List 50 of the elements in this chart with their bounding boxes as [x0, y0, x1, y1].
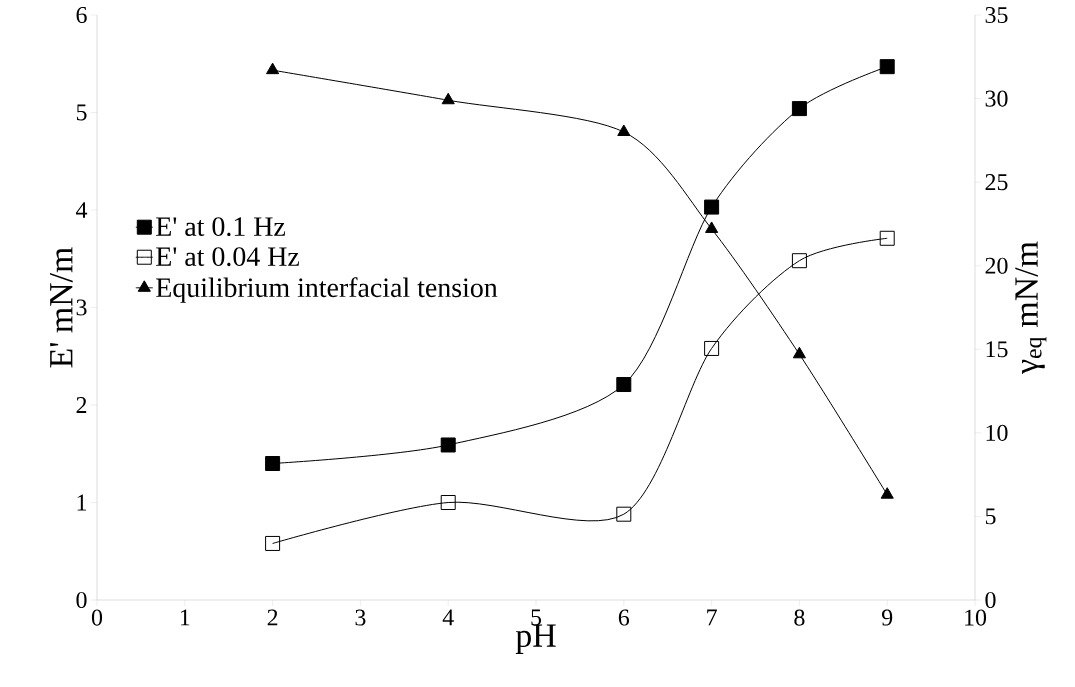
- legend-label: Equilibrium interfacial tension: [156, 277, 498, 303]
- point: [265, 535, 281, 551]
- x-tick-label: 0: [91, 609, 103, 626]
- point: [791, 101, 807, 117]
- point: [792, 346, 806, 359]
- x-tick-label: 4: [442, 609, 454, 626]
- y2-tick-label: 25: [985, 174, 1008, 191]
- legend-label: E' at 0.1 Hz: [156, 217, 286, 237]
- x-tick-label: 2: [267, 609, 278, 626]
- y2-tick-label: 5: [985, 508, 996, 525]
- point: [704, 199, 720, 215]
- point: [879, 230, 895, 246]
- x-tick-label: 1: [180, 609, 190, 626]
- y2-tick-label: 0: [985, 591, 996, 609]
- y2-tick-label: 35: [985, 6, 1008, 24]
- point: [441, 92, 455, 105]
- point: [265, 456, 281, 471]
- point: [705, 221, 719, 233]
- y2-tick-label: 15: [986, 341, 1008, 358]
- y-tick-label: 5: [76, 104, 87, 121]
- x-tick-label: 8: [794, 609, 805, 626]
- legend-label: E' at 0.04 Hz: [156, 247, 299, 267]
- point: [879, 59, 895, 75]
- x-axis-title: pH: [515, 624, 556, 654]
- x-tick-label: 5: [531, 609, 542, 626]
- y-tick-label: 6: [76, 6, 87, 24]
- x-tick-label: 7: [707, 609, 717, 626]
- y2-tick-label: 30: [985, 90, 1008, 107]
- x-tick-label: 6: [618, 609, 630, 626]
- point: [440, 437, 456, 453]
- point: [616, 377, 632, 393]
- y-tick-label: 4: [76, 202, 88, 218]
- x-tick-label: 9: [882, 609, 893, 626]
- point: [791, 253, 807, 269]
- y2-axis-title: γ$_{eq}$ mN/m: [1015, 241, 1047, 374]
- x-tick-label: 3: [355, 609, 366, 626]
- y-axis-title: E' mN/m: [50, 247, 73, 368]
- y-tick-label: 1: [77, 494, 87, 511]
- y2-tick-label: 20: [985, 257, 1008, 274]
- y-tick-label: 2: [76, 397, 87, 413]
- y-tick-label: 0: [76, 591, 87, 609]
- point: [704, 340, 720, 356]
- y-tick-label: 3: [76, 299, 87, 316]
- point: [440, 495, 456, 510]
- point: [880, 487, 894, 499]
- point: [266, 62, 280, 75]
- point: [616, 506, 632, 522]
- x-tick-label: 10: [965, 609, 987, 626]
- y2-tick-label: 10: [986, 424, 1008, 441]
- point: [617, 124, 631, 136]
